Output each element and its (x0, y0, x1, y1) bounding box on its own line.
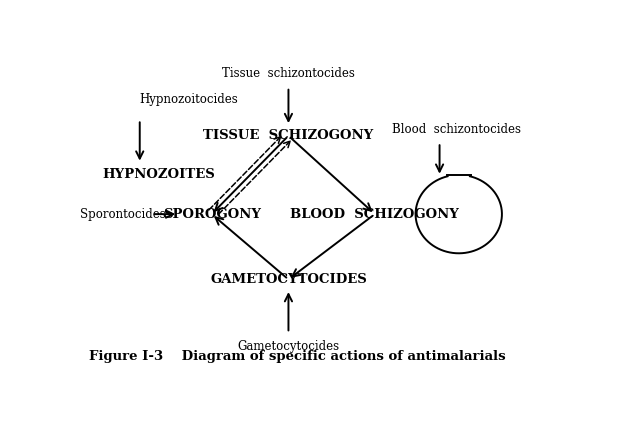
Text: Blood  schizontocides: Blood schizontocides (392, 123, 521, 136)
Text: Gametocytocides: Gametocytocides (238, 340, 339, 353)
Text: GAMETOCYTOCIDES: GAMETOCYTOCIDES (210, 273, 367, 286)
Text: Sporontocides: Sporontocides (80, 208, 165, 220)
Text: Hypnozoitocides: Hypnozoitocides (140, 93, 238, 106)
Text: SPOROGONY: SPOROGONY (163, 208, 261, 220)
Text: TISSUE  SCHIZOGONY: TISSUE SCHIZOGONY (203, 129, 374, 142)
Text: BLOOD  SCHIZOGONY: BLOOD SCHIZOGONY (290, 208, 459, 220)
Text: Tissue  schizontocides: Tissue schizontocides (222, 67, 355, 80)
Text: HYPNOZOITES: HYPNOZOITES (103, 168, 215, 181)
Text: Figure I-3    Diagram of specific actions of antimalarials: Figure I-3 Diagram of specific actions o… (89, 350, 506, 363)
